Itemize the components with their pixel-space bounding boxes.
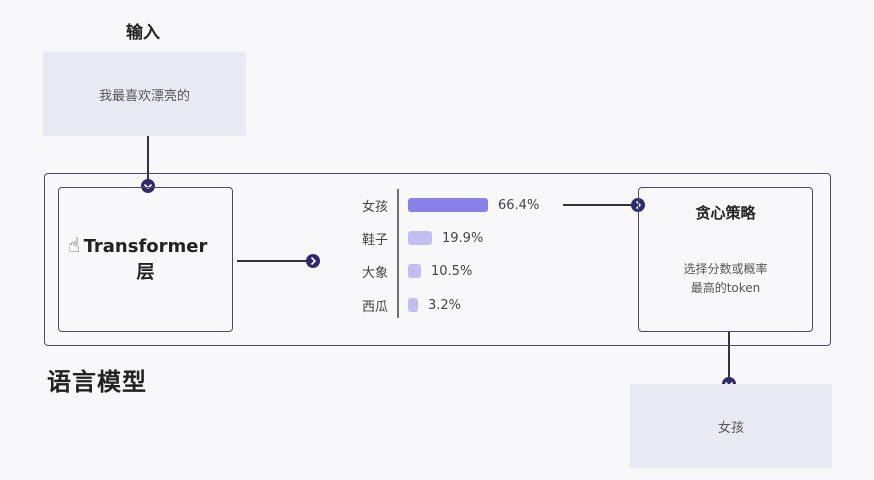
input-text: 我最喜欢漂亮的 xyxy=(98,88,190,104)
prob-row: 西瓜 3.2% xyxy=(340,294,461,316)
greedy-title: 贪心策略 xyxy=(695,204,756,222)
output-box: 女孩 xyxy=(630,384,832,468)
greedy-desc-line1: 选择分数或概率 xyxy=(683,262,768,276)
language-model-label: 语言模型 xyxy=(47,368,147,396)
prob-bar xyxy=(408,198,488,212)
prob-value: 10.5% xyxy=(431,263,473,279)
prob-bar-track xyxy=(404,294,422,316)
greedy-desc-line2: 最高的token xyxy=(690,281,761,295)
prob-row: 鞋子 19.9% xyxy=(340,227,483,249)
input-box: 我最喜欢漂亮的 xyxy=(43,52,246,136)
greedy-strategy-box: 贪心策略 选择分数或概率 最高的token xyxy=(638,187,813,332)
prob-bar xyxy=(408,264,421,278)
prob-word: 鞋子 xyxy=(361,232,388,248)
transformer-label-line1: Transformer xyxy=(83,235,208,257)
prob-word: 女孩 xyxy=(361,199,388,215)
prob-bar-track xyxy=(404,194,492,216)
output-text: 女孩 xyxy=(717,420,744,436)
prob-bar xyxy=(408,298,418,312)
prob-value: 19.9% xyxy=(442,230,484,246)
greedy-description: 选择分数或概率 最高的token xyxy=(659,260,792,298)
prob-bar-track xyxy=(404,227,436,249)
prob-word: 西瓜 xyxy=(361,299,388,315)
arrow-node-right-probs xyxy=(306,254,320,268)
input-title: 输入 xyxy=(126,23,160,43)
prob-bar-track xyxy=(404,260,425,282)
prob-word: 大象 xyxy=(361,265,388,281)
arrow-node-down-transformer xyxy=(141,179,155,193)
prob-row: 大象 10.5% xyxy=(340,260,472,282)
prob-value: 3.2% xyxy=(428,297,462,313)
transformer-layer-box: Transformer 层 xyxy=(58,187,233,332)
prob-bar xyxy=(408,231,432,245)
prob-row: 女孩 66.4% xyxy=(340,194,539,216)
transformer-label-line2: 层 xyxy=(136,261,155,283)
hand-cursor-icon: ☝ xyxy=(68,233,81,257)
language-model-frame xyxy=(44,173,831,346)
prob-value: 66.4% xyxy=(498,197,540,213)
